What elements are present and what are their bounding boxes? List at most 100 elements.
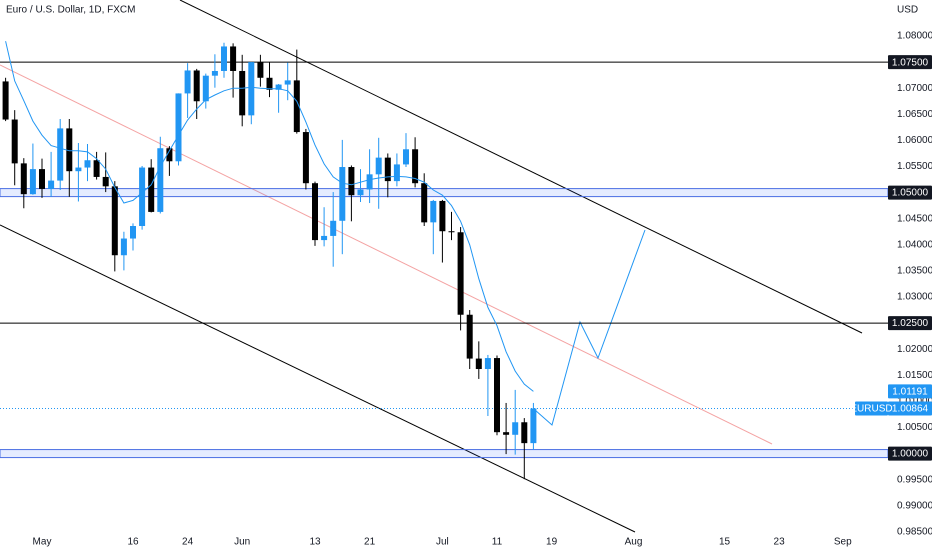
candle-body <box>39 169 45 189</box>
level-band <box>0 188 888 198</box>
candle-body <box>193 70 200 102</box>
y-tick-label: 1.04000 <box>897 239 932 250</box>
x-tick-label: May <box>33 537 52 548</box>
candle-body <box>284 80 291 85</box>
channel-upper <box>179 0 863 334</box>
candle-body <box>293 80 300 133</box>
y-tick-label: 1.04500 <box>897 213 932 224</box>
candle-body <box>448 231 455 233</box>
candle-body <box>221 46 227 71</box>
candle-body <box>430 200 437 223</box>
level-box <box>888 446 932 461</box>
candle-body <box>266 77 273 90</box>
candle-body <box>366 174 373 190</box>
drawings <box>0 0 863 533</box>
y-tick-label: 1.02000 <box>897 344 932 355</box>
candle-body <box>66 128 73 172</box>
channel-mid <box>0 64 773 445</box>
candle-body <box>239 70 246 116</box>
plot <box>0 41 888 480</box>
candle-body <box>166 148 173 162</box>
level-label: 1.02500 <box>892 318 929 329</box>
candle-body <box>111 186 118 256</box>
ma-value-label: 1.01191 <box>892 387 928 398</box>
y-tick-label: 0.98500 <box>897 527 932 538</box>
candle-body <box>348 167 355 196</box>
level-box <box>888 316 932 331</box>
candle-body <box>130 226 136 239</box>
candle-body <box>421 183 428 223</box>
x-tick-label: 15 <box>719 537 731 548</box>
y-tick-label: 1.03000 <box>897 292 932 303</box>
candle-body <box>339 167 346 221</box>
candle-body <box>139 167 146 227</box>
y-tick-label: 1.06000 <box>897 135 932 146</box>
level-band <box>0 449 888 459</box>
candle-body <box>321 235 328 241</box>
y-tick-label: 1.06500 <box>897 109 932 120</box>
x-tick-label: 13 <box>309 537 321 548</box>
candle-body <box>302 132 309 184</box>
candle-body <box>202 75 209 102</box>
candle-body <box>275 84 282 90</box>
y-tick-label: 0.99000 <box>897 500 932 511</box>
candle-body <box>312 183 318 241</box>
x-tick-label: Jun <box>234 537 250 548</box>
x-tick-label: 19 <box>546 537 558 548</box>
y-tick-label: 1.08000 <box>897 31 932 42</box>
level-label: 1.05000 <box>892 188 929 199</box>
candle-body <box>184 70 191 94</box>
candle-body <box>530 408 537 444</box>
candle-body <box>457 232 464 315</box>
currency-label: USD <box>897 5 918 16</box>
candle-body <box>248 62 255 116</box>
candle-body <box>211 70 218 76</box>
x-tick-label: Aug <box>625 537 643 548</box>
candle-body <box>84 160 91 168</box>
level-box <box>888 185 932 200</box>
candle-body <box>20 163 27 195</box>
candle-body <box>48 180 55 189</box>
x-tick-label: 16 <box>127 537 139 548</box>
candle-body <box>2 81 9 120</box>
candle-body <box>93 160 100 177</box>
level-label: 1.00000 <box>892 449 929 460</box>
candle-body <box>384 157 391 182</box>
projection-path <box>534 229 646 426</box>
candle-body <box>75 167 82 172</box>
x-tick-label: 21 <box>364 537 376 548</box>
channel-lower <box>0 224 636 533</box>
last-price-label: 1.00864 <box>892 404 929 415</box>
x-tick-label: Sep <box>834 537 852 548</box>
candle-body <box>257 62 264 78</box>
candle-body <box>375 157 382 175</box>
candle-body <box>439 200 446 232</box>
candle-body <box>157 148 164 212</box>
candle-body <box>120 238 127 256</box>
y-tick-label: 1.05500 <box>897 161 932 172</box>
candle-body <box>57 128 64 181</box>
candle-body <box>330 220 337 236</box>
x-tick-label: 23 <box>774 537 786 548</box>
candle-body <box>29 169 36 195</box>
candle-body <box>11 119 18 164</box>
candle-body <box>412 149 419 184</box>
y-tick-label: 1.01500 <box>897 370 932 381</box>
symbol-label: EURUSD <box>850 404 892 415</box>
candle-body <box>512 422 519 435</box>
ma-value-box <box>888 384 932 399</box>
symbol-box <box>855 401 888 416</box>
candle-body <box>357 189 364 196</box>
axes: 1.08000 1.07500 1.07000 1.06500 1.06000 1.055… <box>33 31 932 548</box>
x-tick-label: 24 <box>182 537 194 548</box>
candle-body <box>230 46 237 71</box>
last-price-box <box>888 401 932 416</box>
x-tick-label: Jul <box>436 537 449 548</box>
candle-body <box>475 358 482 370</box>
y-tick-label: 0.99500 <box>897 474 932 485</box>
candle-body <box>148 167 155 212</box>
ma-line <box>5 41 534 392</box>
chart-title: Euro / U.S. Dollar, 1D, FXCM <box>6 5 135 16</box>
